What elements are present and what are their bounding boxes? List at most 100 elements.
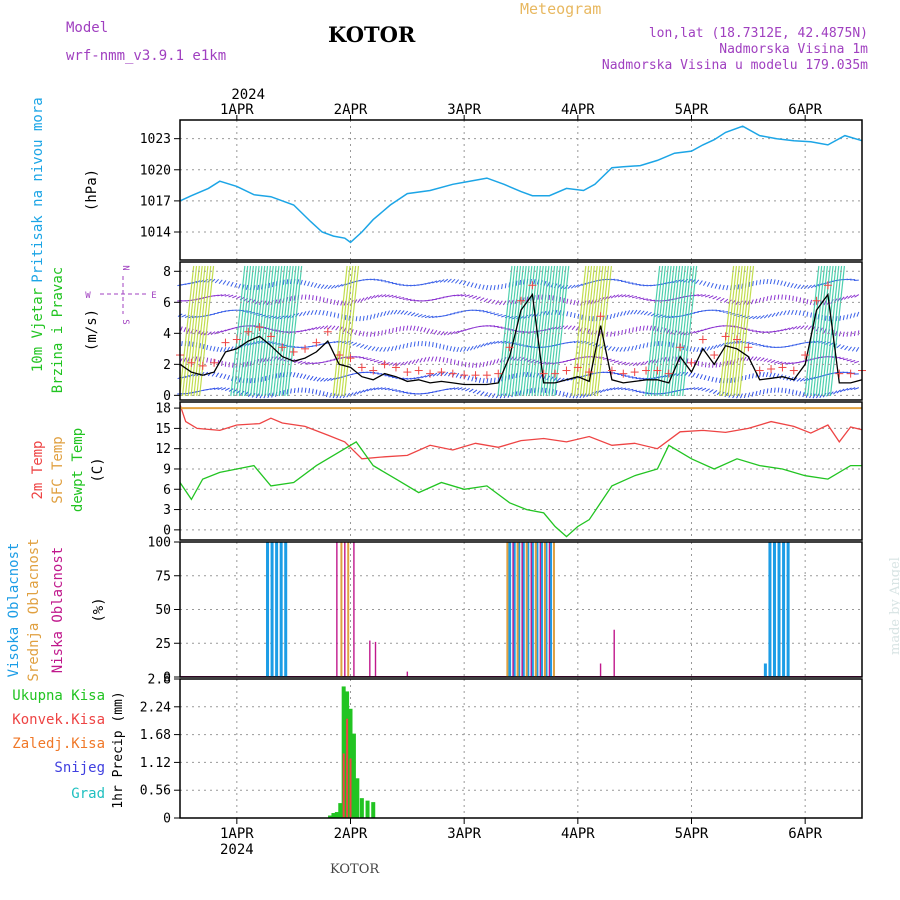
- wind-burst-arrow: [733, 265, 749, 397]
- wind-arrow: [424, 341, 427, 347]
- wind-arrow: [642, 325, 645, 331]
- wind-arrow: [846, 359, 852, 362]
- wind-arrow: [427, 356, 431, 362]
- wind-arrow: [479, 297, 485, 302]
- wind-arrow: [640, 361, 645, 366]
- wind-burst-arrow: [284, 265, 300, 397]
- wind-arrow: [344, 314, 347, 321]
- wind-arrow: [357, 298, 361, 304]
- wind-arrow: [359, 389, 365, 394]
- wind-arrow: [377, 387, 383, 390]
- wind-arrow: [330, 284, 336, 289]
- wind-arrow: [642, 284, 648, 287]
- legend-snow: Snijeg: [54, 760, 105, 776]
- compass-south: S: [120, 319, 130, 324]
- wind-burst-arrow: [809, 265, 826, 397]
- high-cloud-bar: [266, 542, 270, 677]
- wind-arrow: [486, 378, 489, 384]
- wind-arrow: [219, 347, 223, 353]
- y-tick-label: 0: [163, 671, 171, 686]
- wind-arrow: [632, 295, 638, 299]
- wind-arrow: [635, 326, 638, 332]
- wind-arrow: [366, 358, 372, 361]
- high-cloud-bar: [544, 542, 548, 677]
- wind-arrow: [218, 279, 223, 284]
- wind-burst-arrow: [190, 265, 206, 397]
- wind-arrow: [515, 280, 518, 286]
- wind-arrow: [802, 298, 805, 304]
- wind-arrow: [493, 285, 496, 291]
- wind-arrow: [712, 296, 718, 300]
- wind-arrow: [296, 372, 300, 378]
- wind-burst-arrow: [531, 265, 547, 397]
- wind-arrow: [610, 331, 612, 337]
- wind-burst-arrow: [650, 265, 666, 397]
- wind-arrow: [741, 283, 743, 289]
- wind-arrow: [632, 362, 638, 367]
- wind-burst-arrow: [528, 265, 544, 397]
- wind-arrow: [329, 299, 332, 305]
- wind-arrow: [467, 375, 471, 381]
- wind-arrow: [459, 373, 463, 379]
- wind-arrow: [407, 311, 412, 316]
- wind-arrow: [643, 311, 649, 316]
- wind-arrow: [356, 390, 361, 395]
- wind-arrow: [426, 328, 431, 334]
- wind-arrow: [384, 387, 390, 391]
- wind-arrow: [472, 362, 474, 368]
- wind-arrow: [496, 358, 500, 364]
- wind-arrow: [242, 362, 245, 368]
- wind-arrow: [760, 357, 765, 362]
- wind-arrow: [465, 387, 470, 392]
- wind-burst-arrow: [821, 265, 837, 397]
- wind-arrow: [318, 309, 321, 316]
- wind-arrow: [508, 374, 511, 380]
- wind-arrow: [312, 326, 318, 331]
- legend-frozen-precip: Zaledj.Kisa: [12, 736, 105, 752]
- wind-arrow: [388, 294, 394, 298]
- wind-arrow: [770, 295, 773, 301]
- wind-burst-arrow: [281, 265, 297, 397]
- wind-arrow: [755, 280, 758, 286]
- wind-arrow: [199, 343, 201, 349]
- wind-arrow: [370, 359, 376, 362]
- pressure-unit-label: (hPa): [84, 169, 100, 211]
- wind-arrow: [609, 314, 612, 320]
- total-precip-bar: [359, 798, 364, 818]
- wind-arrow: [708, 362, 711, 368]
- wind-arrow: [301, 329, 307, 332]
- wind-arrow: [322, 391, 325, 397]
- wind-burst-arrow: [522, 265, 539, 397]
- wind-arrow: [413, 376, 419, 380]
- wind-arrow: [709, 389, 714, 393]
- wind-arrow: [715, 362, 718, 368]
- wind-arrow: [574, 284, 580, 288]
- wind-burst-arrow: [730, 265, 746, 397]
- wind-arrow: [486, 361, 489, 367]
- wind-arrow: [446, 345, 449, 351]
- low-cloud-bar: [613, 629, 615, 677]
- wind-arrow: [713, 344, 718, 350]
- wind-arrow: [330, 341, 336, 344]
- wind-arrow: [417, 376, 423, 379]
- wind-arrow: [537, 294, 540, 300]
- wind-arrow: [411, 359, 416, 365]
- total-precip-bar: [328, 815, 333, 818]
- wind-arrow: [409, 325, 412, 331]
- wind-arrow: [631, 377, 637, 379]
- wind-arrow: [337, 283, 343, 288]
- wind-axis-title: 10m Vjetar: [30, 288, 46, 372]
- wind-arrow: [223, 374, 227, 380]
- legend-convective-precip: Konvek.Kisa: [12, 712, 105, 728]
- wind-arrow: [626, 310, 631, 315]
- wind-arrow: [308, 327, 314, 331]
- wind-arrow: [456, 346, 460, 353]
- low-cloud-bar: [344, 542, 346, 677]
- wind-burst-arrow: [500, 265, 516, 397]
- wind-arrow: [850, 294, 856, 299]
- wind-arrow: [563, 325, 569, 330]
- y-tick-label: 1017: [140, 194, 171, 209]
- y-tick-label: 1.68: [140, 728, 171, 743]
- wind-arrow: [416, 326, 420, 332]
